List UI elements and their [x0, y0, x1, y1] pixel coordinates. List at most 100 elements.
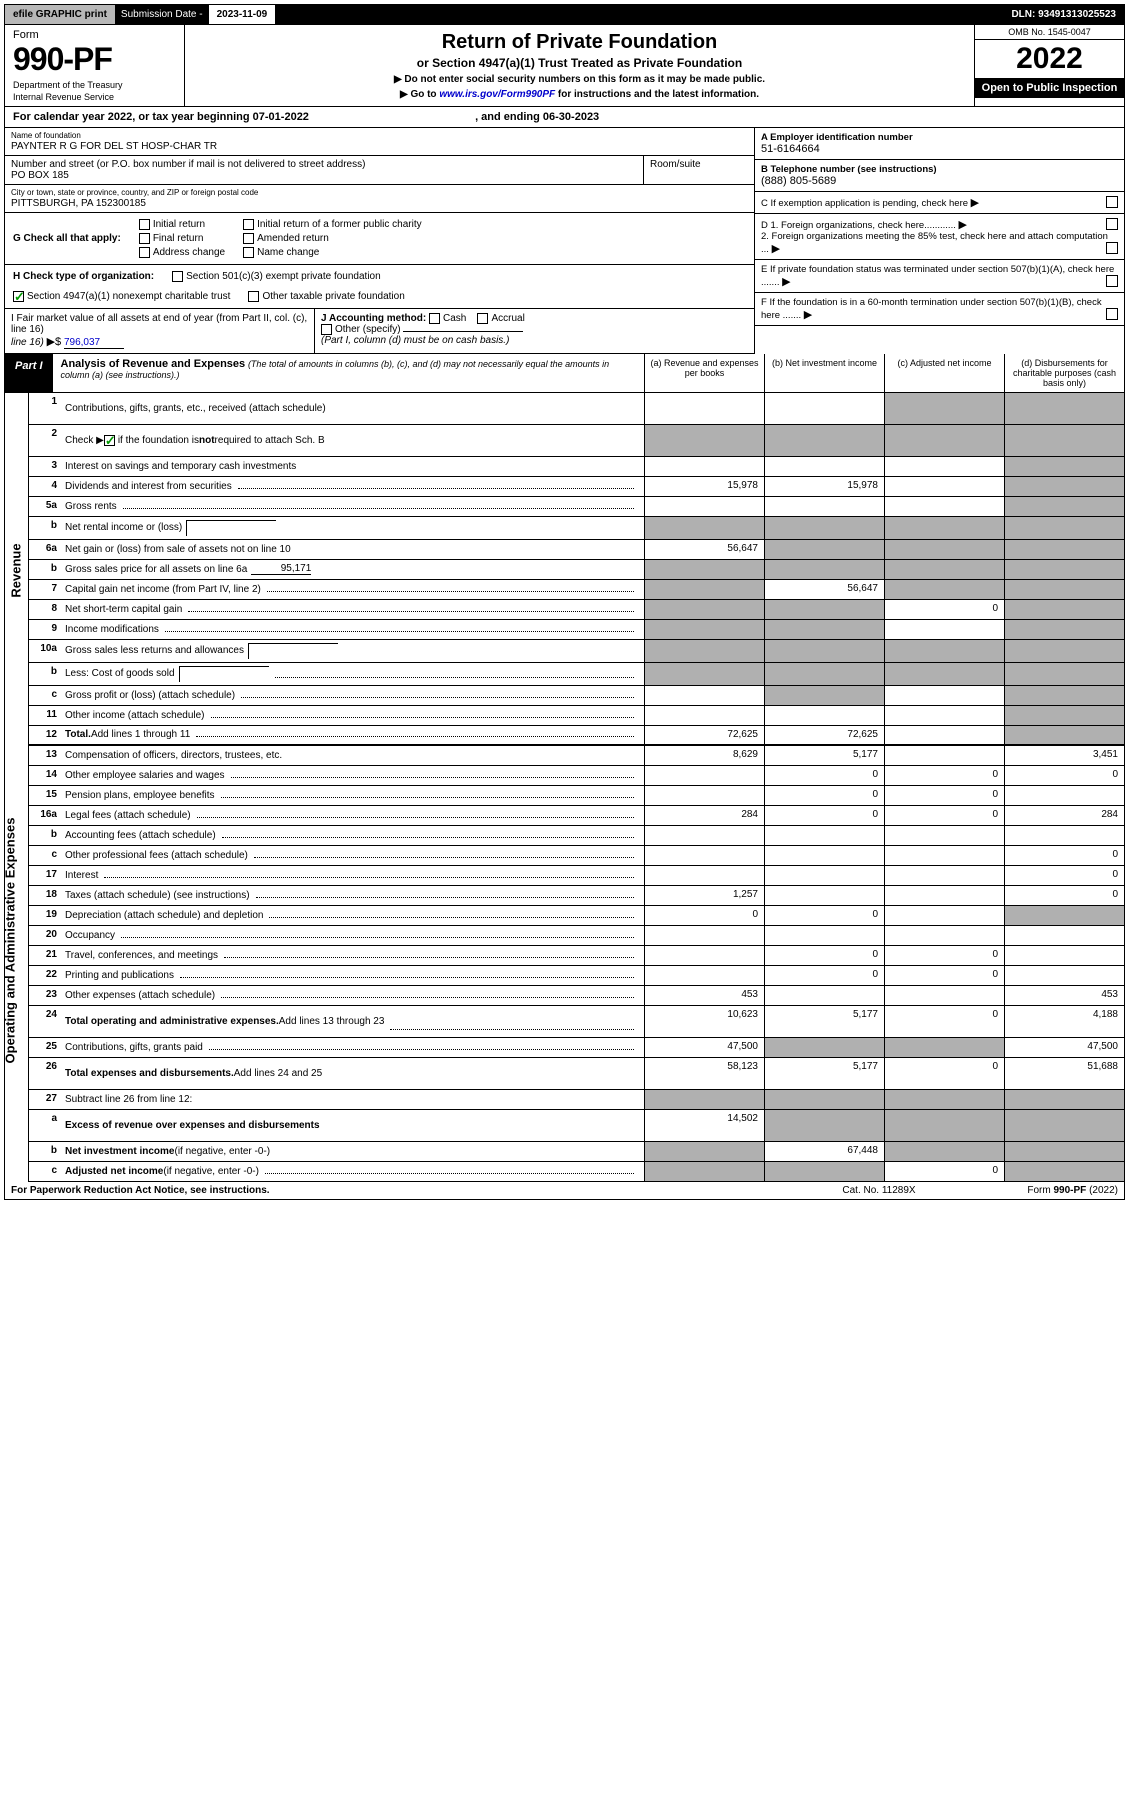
row-num: 26 [29, 1058, 61, 1089]
row-label: Check ▶ if the foundation is not require… [61, 425, 644, 456]
cell-b: 0 [764, 946, 884, 965]
instructions-link[interactable]: www.irs.gov/Form990PF [439, 89, 555, 100]
cell-b [764, 986, 884, 1005]
j-label: J Accounting method: [321, 313, 426, 324]
cell-d [1004, 1090, 1124, 1109]
cell-d [1004, 457, 1124, 476]
dept-irs: Internal Revenue Service [13, 92, 176, 102]
row-label: Total expenses and disbursements. Add li… [61, 1058, 644, 1089]
cell-d: 284 [1004, 806, 1124, 825]
cell-c [884, 1038, 1004, 1057]
cell-c [884, 846, 1004, 865]
form-number: 990-PF [13, 41, 176, 78]
cell-a: 15,978 [644, 477, 764, 496]
phone: (888) 805-5689 [761, 175, 836, 187]
cell-a: 14,502 [644, 1110, 764, 1141]
d1: D 1. Foreign organizations, check here..… [761, 220, 956, 231]
leader-dots [121, 937, 634, 938]
sch-b-checkbox[interactable] [104, 435, 115, 446]
cell-c: 0 [884, 600, 1004, 619]
cell-b: 0 [764, 786, 884, 805]
leader-dots [222, 837, 634, 838]
form-header: Form 990-PF Department of the Treasury I… [4, 25, 1125, 107]
leader-dots [231, 777, 634, 778]
leader-dots [238, 488, 634, 489]
c-label: C If exemption application is pending, c… [761, 198, 968, 209]
row-25: 25Contributions, gifts, grants paid47,50… [29, 1038, 1124, 1058]
cell-b: 56,647 [764, 580, 884, 599]
row-9: 9Income modifications [29, 620, 1124, 640]
cell-a: 284 [644, 806, 764, 825]
cell-b: 5,177 [764, 1058, 884, 1089]
h-4947-checkbox[interactable] [13, 291, 24, 302]
cell-d [1004, 1142, 1124, 1161]
row-label: Gross rents [61, 497, 644, 516]
cell-c [884, 620, 1004, 639]
cell-d [1004, 620, 1124, 639]
row-label: Dividends and interest from securities [61, 477, 644, 496]
cell-a [644, 766, 764, 785]
cell-a [644, 620, 764, 639]
g-initial-checkbox[interactable] [139, 219, 150, 230]
row-label: Other income (attach schedule) [61, 706, 644, 725]
row-label: Net short-term capital gain [61, 600, 644, 619]
row-24: 24Total operating and administrative exp… [29, 1006, 1124, 1038]
row-num: 10a [29, 640, 61, 662]
cell-a [644, 686, 764, 705]
j-other-checkbox[interactable] [321, 324, 332, 335]
cell-a [644, 786, 764, 805]
g-namechange-checkbox[interactable] [243, 247, 254, 258]
row-label: Travel, conferences, and meetings [61, 946, 644, 965]
j-accrual-checkbox[interactable] [477, 313, 488, 324]
cell-c [884, 866, 1004, 885]
row-num: 16a [29, 806, 61, 825]
cell-c [884, 457, 1004, 476]
g-opt-3: Initial return of a former public charit… [257, 219, 422, 230]
j-cash-checkbox[interactable] [429, 313, 440, 324]
cell-c [884, 726, 1004, 744]
f-checkbox[interactable] [1106, 308, 1118, 320]
g-final-checkbox[interactable] [139, 233, 150, 244]
room-label: Room/suite [650, 159, 748, 170]
row-num: 18 [29, 886, 61, 905]
submission-date: 2023-11-09 [209, 5, 276, 24]
g-address-checkbox[interactable] [139, 247, 150, 258]
side-revenue: Revenue [9, 543, 24, 597]
row-label: Net gain or (loss) from sale of assets n… [61, 540, 644, 559]
h-opt-1: Section 501(c)(3) exempt private foundat… [186, 272, 381, 283]
row-num: c [29, 846, 61, 865]
foundation-name-cell: Name of foundation PAYNTER R G FOR DEL S… [5, 128, 754, 156]
section-j: J Accounting method: Cash Accrual Other … [315, 309, 754, 353]
cell-b [764, 826, 884, 845]
row-num: 17 [29, 866, 61, 885]
g-initial-former-checkbox[interactable] [243, 219, 254, 230]
h-501c3-checkbox[interactable] [172, 271, 183, 282]
g-amended-checkbox[interactable] [243, 233, 254, 244]
row-27: 27Subtract line 26 from line 12: [29, 1090, 1124, 1110]
cell-a [644, 640, 764, 662]
cell-c [884, 477, 1004, 496]
e-checkbox[interactable] [1106, 275, 1118, 287]
part1-label: Part I [5, 354, 53, 392]
c-checkbox[interactable] [1106, 196, 1118, 208]
cell-d [1004, 517, 1124, 539]
d1-checkbox[interactable] [1106, 218, 1118, 230]
row-label: Interest [61, 866, 644, 885]
h-other-checkbox[interactable] [248, 291, 259, 302]
cell-c [884, 560, 1004, 579]
submission-label: Submission Date - [115, 5, 209, 24]
cell-b: 0 [764, 766, 884, 785]
row-num: b [29, 560, 61, 579]
cell-d [1004, 580, 1124, 599]
row-num: 4 [29, 477, 61, 496]
d2-checkbox[interactable] [1106, 242, 1118, 254]
cell-b: 5,177 [764, 1006, 884, 1037]
leader-dots [241, 697, 634, 698]
h-opt-2: Section 4947(a)(1) nonexempt charitable … [27, 291, 230, 302]
row-11: 11Other income (attach schedule) [29, 706, 1124, 726]
h-opt-3: Other taxable private foundation [262, 291, 404, 302]
cell-d [1004, 425, 1124, 456]
row-label: Gross sales less returns and allowances [61, 640, 644, 662]
leader-dots [211, 717, 634, 718]
efile-badge[interactable]: efile GRAPHIC print [5, 5, 115, 24]
